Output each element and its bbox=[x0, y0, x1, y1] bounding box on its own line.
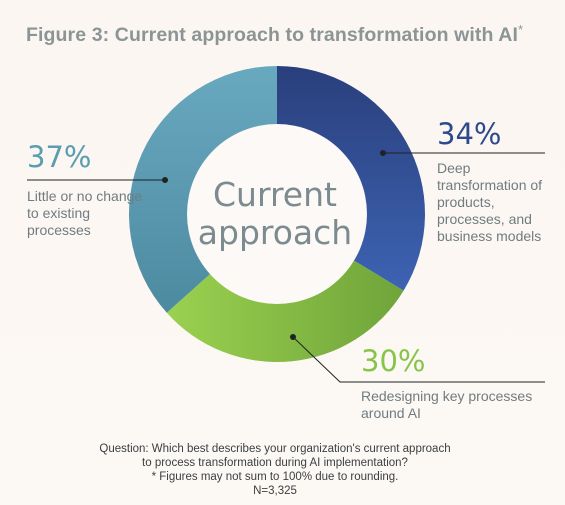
figure-title-text: Figure 3: Current approach to transforma… bbox=[26, 24, 519, 46]
donut-hole bbox=[187, 124, 367, 304]
survey-question-continued: to process transformation during AI impl… bbox=[142, 457, 408, 469]
leader-line bbox=[292, 336, 545, 383]
slice-value-label: 30% bbox=[361, 344, 426, 378]
figure-title: Figure 3: Current approach to transforma… bbox=[26, 22, 523, 47]
slice-description: Little or no change to existing processe… bbox=[27, 188, 143, 238]
sample-size: N=3,325 bbox=[253, 485, 297, 497]
center-label: Current approach bbox=[197, 175, 353, 252]
survey-question: Question: Which best describes your orga… bbox=[99, 443, 451, 455]
slice-description: Deep transformation of products, process… bbox=[437, 160, 543, 244]
slice-description: Redesigning key processes around AI bbox=[361, 388, 533, 421]
slice-value-label: 34% bbox=[437, 117, 502, 151]
rounding-note: * Figures may not sum to 100% due to rou… bbox=[151, 471, 399, 483]
slice-value-label: 37% bbox=[27, 140, 92, 174]
figure-title-asterisk: * bbox=[518, 22, 524, 37]
footnote: Question: Which best describes your orga… bbox=[60, 442, 490, 498]
